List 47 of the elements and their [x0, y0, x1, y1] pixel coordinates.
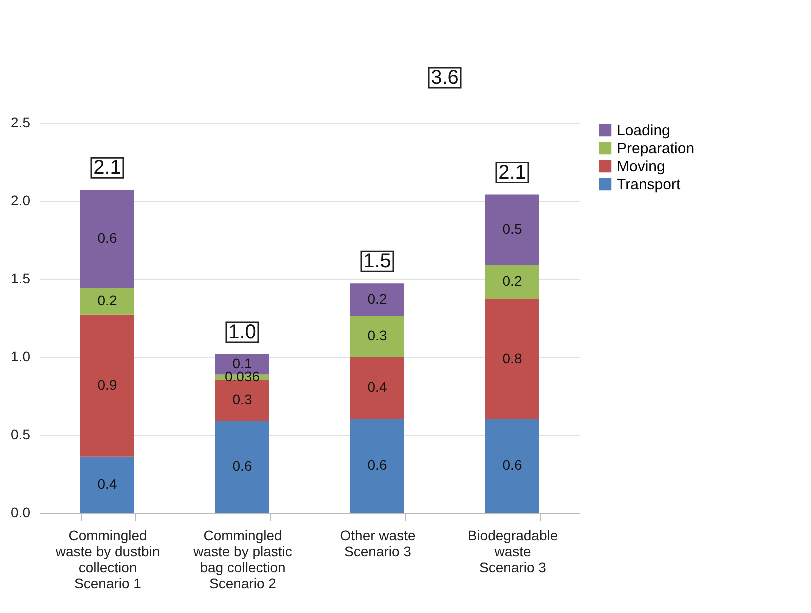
y-tick-label: 2.0	[11, 192, 31, 208]
legend-label: Loading	[617, 122, 670, 140]
bar	[486, 299, 540, 420]
x-tick-label: Biodegradable waste Scenario 3	[468, 528, 558, 576]
data-label: 0.5	[502, 220, 522, 237]
bar	[350, 284, 404, 316]
bar	[216, 420, 270, 513]
bar	[80, 288, 134, 315]
data-label: 0.6	[502, 457, 522, 474]
data-label: 0.6	[368, 457, 388, 474]
data-label: 0.3	[368, 328, 388, 344]
bar	[486, 419, 540, 513]
data-label: 0.3	[232, 392, 252, 408]
data-label: 0.4	[98, 476, 118, 492]
data-label: 0.2	[368, 291, 388, 308]
data-label: 0.9	[98, 376, 118, 393]
bar	[350, 357, 404, 420]
data-label: 0.2	[98, 292, 118, 309]
data-label: 0.4	[368, 379, 388, 396]
x-tick-label: Other waste Scenario 3	[340, 528, 416, 560]
bar	[80, 456, 134, 513]
bar	[486, 264, 540, 300]
total-label: 1.5	[364, 250, 392, 273]
y-tick-label: 1.5	[11, 270, 31, 286]
data-label: 0.6	[98, 230, 118, 246]
legend-label: Preparation	[617, 140, 695, 158]
total-label: 1.0	[228, 322, 256, 344]
total-label: 2.1	[498, 162, 526, 184]
bar	[80, 314, 134, 457]
y-tick-label: 0.5	[11, 426, 31, 442]
x-tick-label: Commingled waste by dustbin collection Scenario 1	[54, 528, 160, 592]
y-tick-label: 2.5	[11, 114, 31, 130]
total-label: 2.1	[94, 157, 122, 180]
bar	[350, 316, 404, 357]
data-label: 0.8	[502, 350, 522, 366]
bar	[350, 419, 404, 513]
text: 3.6	[431, 67, 459, 89]
y-tick-label: 0.0	[11, 504, 31, 520]
legend-label: Moving	[617, 158, 666, 176]
x-tick-label: Commingled waste by plastic bag collection Scenario 2	[192, 528, 292, 592]
bar	[486, 194, 540, 265]
legend-label: Transport	[617, 176, 682, 194]
y-tick-label: 1.0	[11, 348, 31, 364]
data-label: 0.6	[232, 458, 252, 474]
bar	[80, 190, 134, 288]
bar	[216, 380, 270, 421]
data-label: 0.2	[502, 273, 522, 290]
